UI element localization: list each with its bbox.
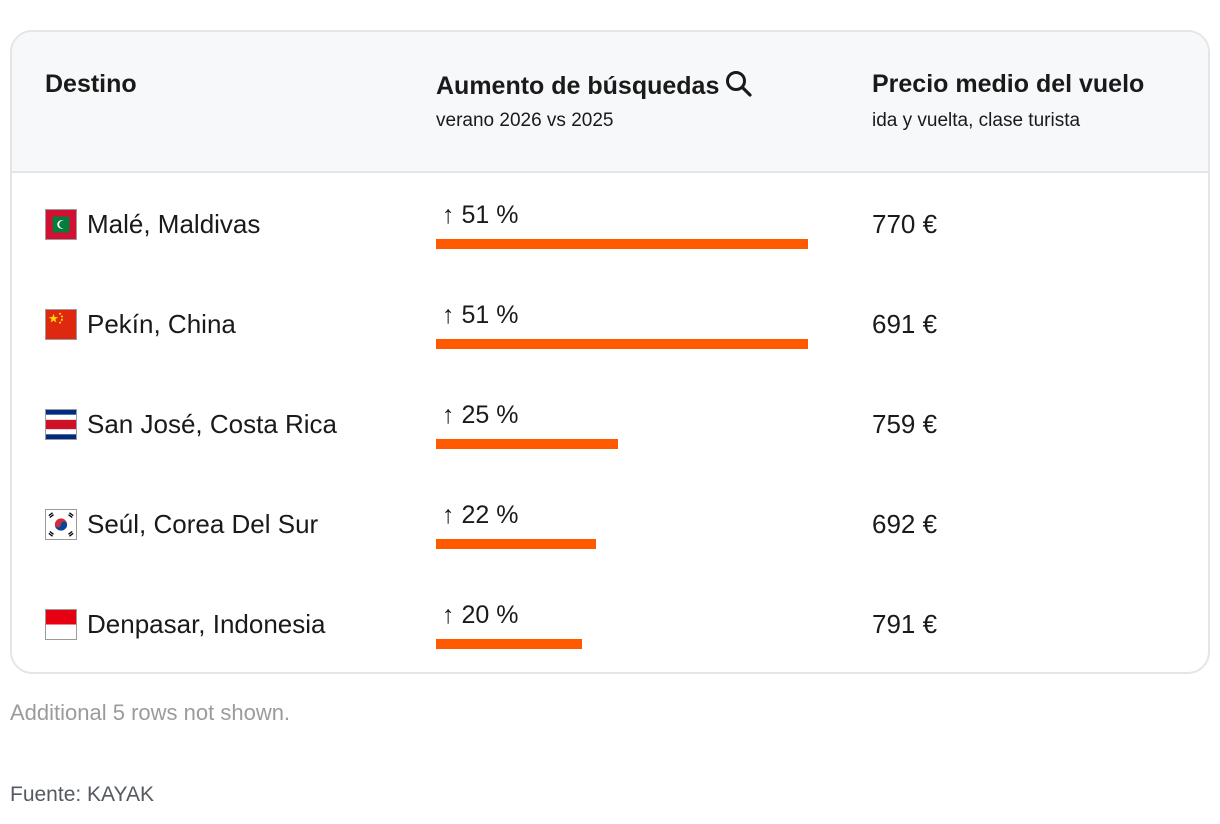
costa-rica-flag-icon (45, 409, 77, 440)
additional-rows-note: Additional 5 rows not shown. (10, 700, 291, 725)
increase-label: ↑ 20 % (442, 601, 519, 629)
indonesia-flag-icon (45, 609, 77, 640)
increase-bar (436, 439, 619, 449)
increase-label: ↑ 25 % (442, 401, 519, 429)
destination-name: Seúl, Corea Del Sur (87, 509, 319, 539)
price-value: 770 € (872, 209, 938, 239)
increase-label: ↑ 22 % (442, 501, 519, 529)
price-value: 692 € (872, 509, 938, 539)
price-value: 691 € (872, 309, 938, 339)
south-korea-flag-icon (45, 509, 77, 540)
header-price-subtitle: ida y vuelta, clase turista (872, 110, 1081, 131)
header-increase-subtitle: verano 2026 vs 2025 (436, 110, 614, 131)
table-header: Destino Aumento de búsquedas verano 2026… (12, 32, 1208, 173)
header-destination: Destino (45, 70, 137, 98)
increase-label: ↑ 51 % (442, 201, 519, 229)
destination-name: Malé, Maldivas (87, 209, 261, 239)
search-icon (725, 70, 753, 105)
header-increase: Aumento de búsquedas (436, 70, 753, 105)
increase-bar (436, 239, 808, 249)
destination-name: Denpasar, Indonesia (87, 609, 326, 639)
header-price: Precio medio del vuelo (872, 70, 1145, 98)
table-row: Malé, Maldivas ↑ 51 % 770 € (12, 173, 1208, 273)
destination-name: Pekín, China (87, 309, 236, 339)
price-value: 759 € (872, 409, 938, 439)
increase-bar (436, 639, 582, 649)
increase-bar (436, 339, 808, 349)
table-row: Denpasar, Indonesia ↑ 20 % 791 € (12, 573, 1208, 672)
increase-label: ↑ 51 % (442, 301, 519, 329)
data-table-card: Destino Aumento de búsquedas verano 2026… (10, 30, 1210, 674)
maldives-flag-icon (45, 209, 77, 240)
header-increase-label: Aumento de búsquedas (436, 72, 720, 100)
table-row: San José, Costa Rica ↑ 25 % 759 € (12, 373, 1208, 473)
increase-bar (436, 539, 597, 549)
china-flag-icon (45, 309, 77, 340)
table-row: Pekín, China ↑ 51 % 691 € (12, 273, 1208, 373)
source-credit: Fuente: KAYAK (10, 783, 154, 806)
table-row: Seúl, Corea Del Sur ↑ 22 % 692 € (12, 473, 1208, 573)
price-value: 791 € (872, 609, 938, 639)
destination-name: San José, Costa Rica (87, 409, 338, 439)
